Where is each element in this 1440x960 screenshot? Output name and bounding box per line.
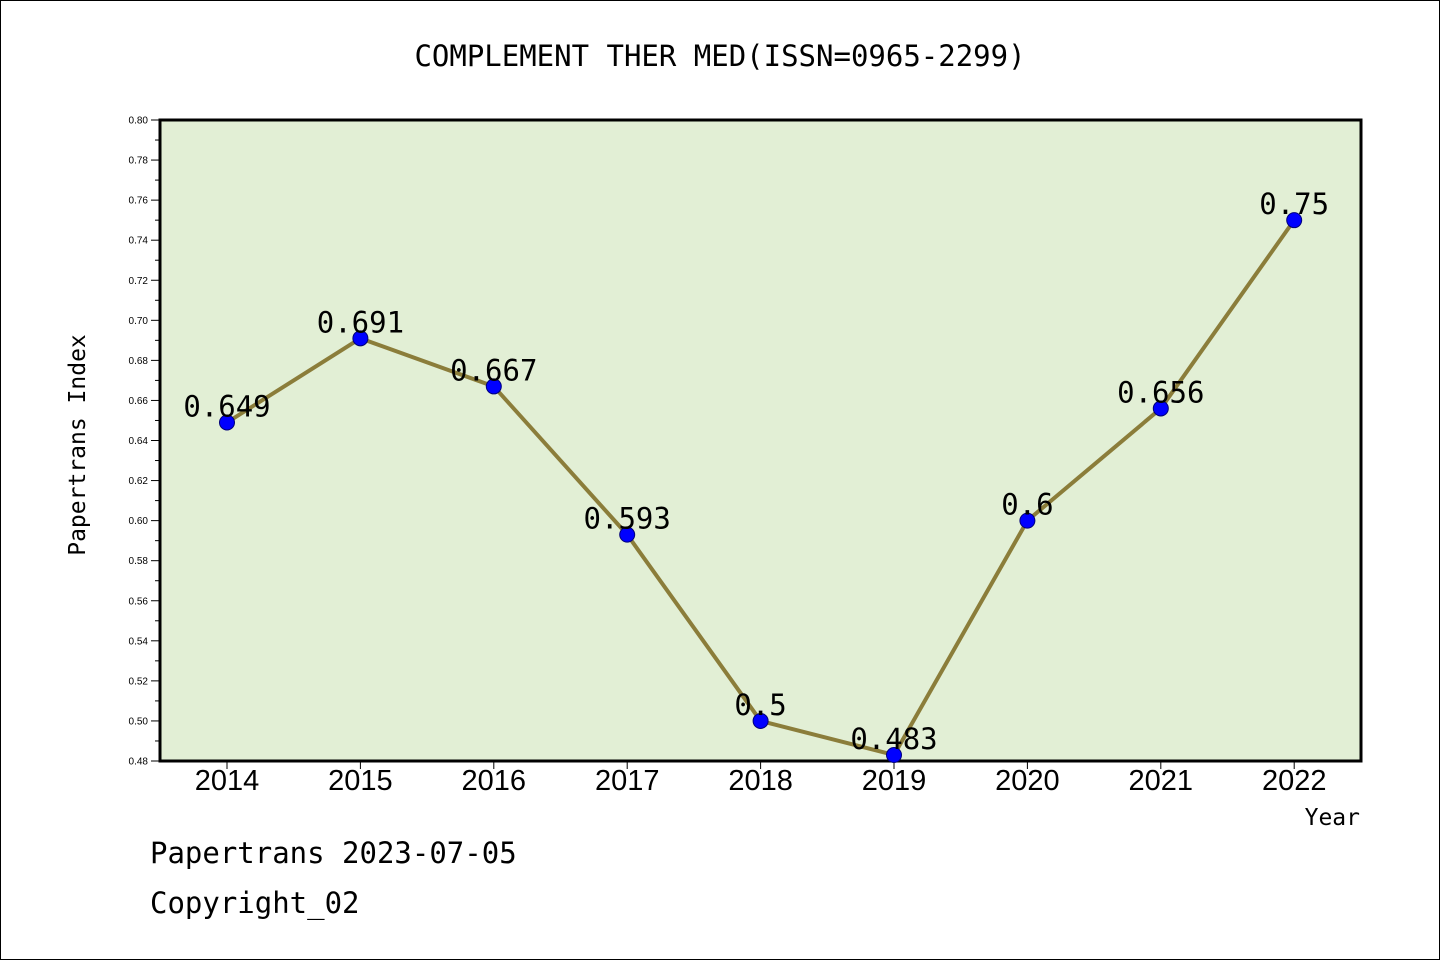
y-axis-label: Papertrans Index — [65, 334, 91, 556]
data-label: 0.483 — [850, 722, 937, 756]
data-point — [752, 712, 769, 729]
data-label: 0.667 — [450, 353, 537, 387]
x-axis-label: Year — [1305, 805, 1360, 831]
y-tick-label: 0.50 — [129, 716, 149, 727]
y-tick-label: 0.58 — [129, 556, 149, 567]
data-label: 0.691 — [317, 305, 404, 339]
x-tick-label: 2022 — [1262, 765, 1327, 797]
data-label: 0.75 — [1259, 187, 1329, 221]
x-tick-label: 2015 — [328, 765, 393, 797]
y-tick-label: 0.68 — [129, 356, 149, 367]
y-tick-label: 0.54 — [129, 636, 149, 647]
data-point — [1152, 400, 1169, 417]
x-tick-label: 2019 — [862, 765, 927, 797]
x-tick-label: 2018 — [728, 765, 793, 797]
x-tick-label: 2014 — [195, 765, 260, 797]
y-tick-label: 0.60 — [129, 516, 149, 527]
x-axis: 2014 2015 2016 2017 2018 2019 2020 2021 2022 — [195, 761, 1327, 797]
y-axis: 0.48 0.50 0.52 0.54 0.56 0.58 0.60 0.62 0.64 0.66… — [129, 116, 160, 768]
footer-copyright: Copyright_02 — [150, 886, 360, 920]
data-label: 0.5 — [734, 688, 786, 722]
data-point — [1286, 212, 1303, 229]
data-point — [886, 746, 902, 763]
y-tick-label: 0.64 — [129, 436, 149, 447]
y-tick-label: 0.66 — [129, 396, 149, 407]
y-tick-label: 0.70 — [129, 316, 149, 327]
data-point — [352, 330, 369, 347]
y-tick-label: 0.56 — [129, 596, 149, 607]
x-tick-label: 2017 — [595, 765, 660, 797]
x-tick-label: 2021 — [1129, 765, 1194, 797]
y-tick-label: 0.74 — [129, 236, 149, 247]
y-tick-label: 0.48 — [129, 757, 149, 768]
data-label: 0.649 — [183, 389, 270, 423]
data-label: 0.6 — [1001, 488, 1053, 522]
footer-date: Papertrans 2023-07-05 — [150, 836, 517, 870]
data-point — [219, 414, 235, 431]
data-point — [619, 526, 636, 543]
y-tick-label: 0.72 — [129, 276, 149, 287]
y-tick-label: 0.52 — [129, 676, 149, 687]
series-line: 0.649 0.691 0.667 0.593 0.5 0.483 0.6 0.656 0.75 — [183, 187, 1329, 763]
y-tick-label: 0.80 — [129, 116, 149, 127]
plot-area — [158, 118, 1363, 763]
data-point — [485, 378, 502, 395]
chart-title: COMPLEMENT THER MED(ISSN=0965-2299) — [414, 39, 1025, 73]
y-tick-label: 0.76 — [129, 196, 149, 207]
x-tick-label: 2016 — [462, 765, 527, 797]
y-tick-label: 0.78 — [129, 156, 149, 167]
data-point — [1019, 512, 1036, 529]
y-tick-label: 0.62 — [129, 476, 149, 487]
data-label: 0.593 — [584, 502, 671, 536]
x-tick-label: 2020 — [995, 765, 1060, 797]
data-label: 0.656 — [1117, 375, 1204, 409]
